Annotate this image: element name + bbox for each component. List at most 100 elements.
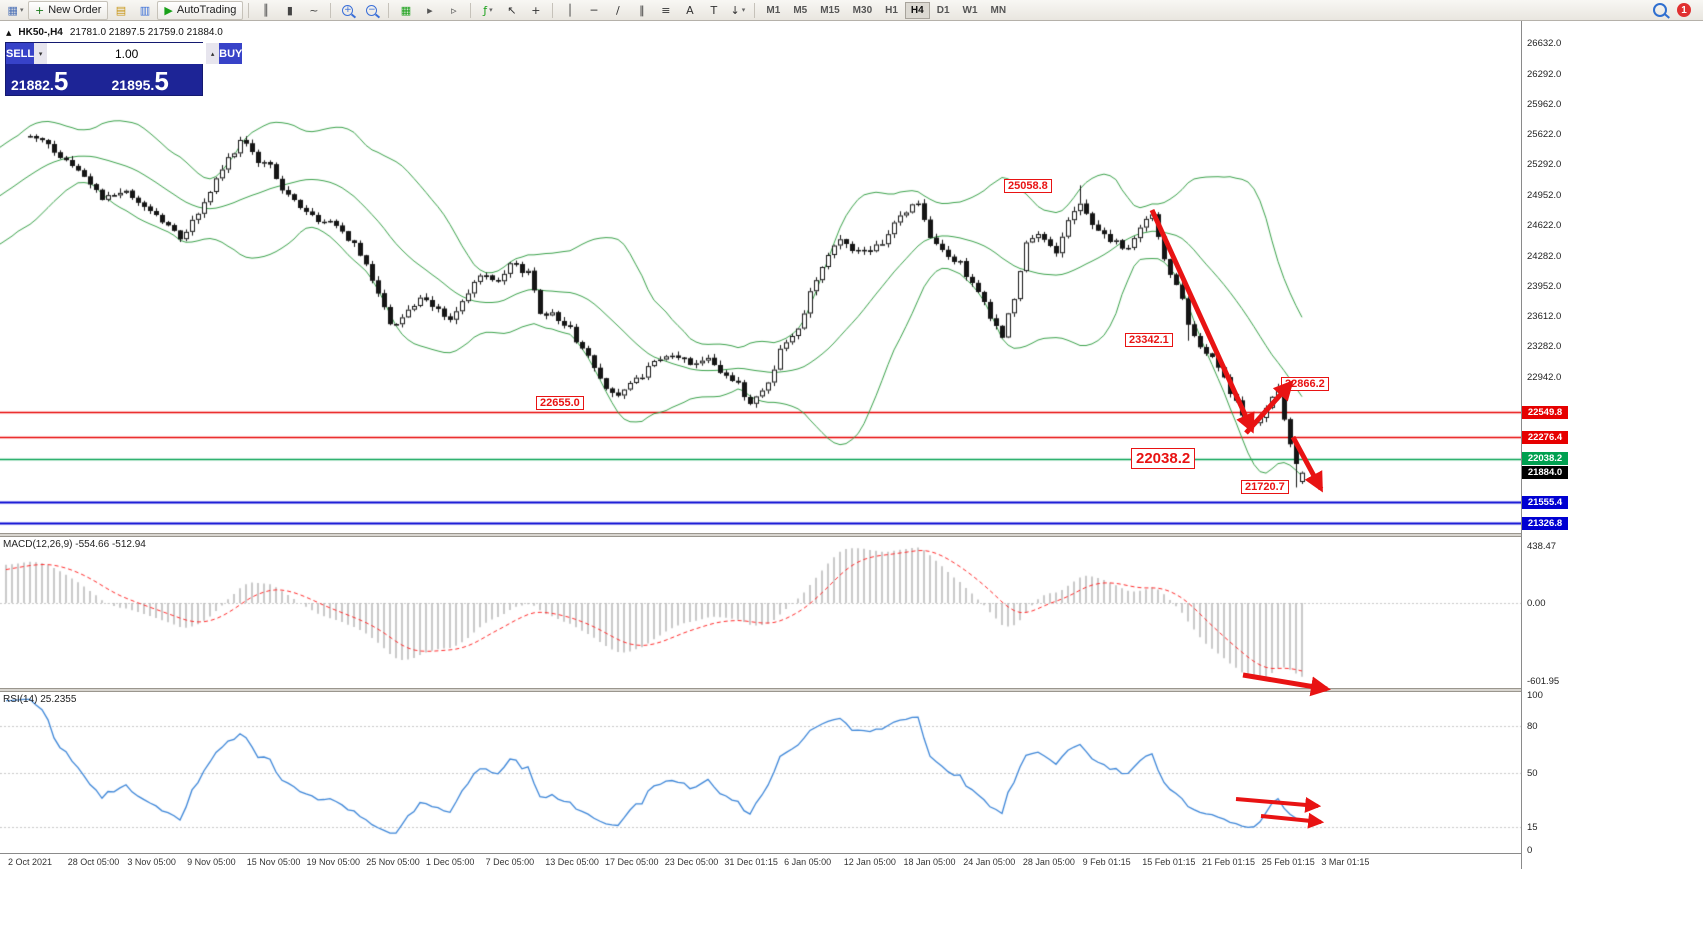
time-axis-label: 31 Dec 01:15 <box>724 857 778 867</box>
cursor-button[interactable]: ↖ <box>500 1 523 20</box>
indicators-button[interactable]: ƒ ▾ <box>476 1 499 20</box>
timeframe-m1[interactable]: M1 <box>766 4 781 16</box>
time-axis-label: 17 Dec 05:00 <box>605 857 659 867</box>
journal-icon: ▤ <box>115 3 127 17</box>
time-axis-label: 9 Feb 01:15 <box>1082 857 1131 867</box>
bid-ask-display: 21882. 5 21895. 5 <box>6 64 202 95</box>
market-watch-button[interactable]: ▥ <box>133 1 156 20</box>
text-label-button[interactable]: T <box>702 1 725 20</box>
toolbar-separator <box>470 2 472 18</box>
auto-scroll-button[interactable]: ▸ <box>418 1 441 20</box>
toolbar-separator <box>248 2 250 18</box>
price-axis-tick: 23952.0 <box>1527 280 1562 292</box>
new-chart-icon: ▦ <box>7 3 18 17</box>
chart-ohlc-header: ▲ HK50-,H4 21781.0 21897.5 21759.0 21884… <box>6 27 223 38</box>
toolbar-separator <box>388 2 390 18</box>
new-order-button-label: New Order <box>48 4 102 16</box>
symbol-period-label: HK50-,H4 <box>18 27 63 38</box>
new-chart-button[interactable]: ▦ ▾ <box>4 1 27 20</box>
volume-decrease-button[interactable]: ▾ <box>34 43 48 64</box>
horizontal-line-button[interactable]: ─ <box>582 1 605 20</box>
arrows-button[interactable]: ↓ ▾ <box>726 1 749 20</box>
price-axis-tick: 25622.0 <box>1527 129 1562 141</box>
rsi-axis-tick: 80 <box>1527 721 1538 732</box>
arrows-icon: ↓ <box>730 3 740 17</box>
toolbar-separator <box>552 2 554 18</box>
search-icon[interactable] <box>1653 3 1667 17</box>
chart-shift-icon: ▹ <box>451 3 457 17</box>
time-axis-label: 21 Feb 01:15 <box>1202 857 1256 867</box>
autotrading-button[interactable]: ▶ AutoTrading <box>157 0 244 20</box>
equidistant-channel-button[interactable]: ∥ <box>630 1 653 20</box>
price-level-label: 21326.8 <box>1522 516 1568 530</box>
timeframe-w1[interactable]: W1 <box>962 4 978 16</box>
dropdown-arrow-icon: ▾ <box>741 6 746 14</box>
time-axis-label: 19 Nov 05:00 <box>306 857 361 867</box>
new-order-button[interactable]: + New Order <box>28 0 109 20</box>
auto-scroll-icon: ▸ <box>427 3 433 17</box>
buy-button[interactable]: BUY <box>219 43 243 64</box>
price-level-label: 22038.2 <box>1522 452 1568 466</box>
timeframe-h4[interactable]: H4 <box>904 1 930 19</box>
market-watch-icon: ▥ <box>139 3 151 17</box>
equidistant-channel-icon: ∥ <box>639 3 645 17</box>
price-axis-tick: 26632.0 <box>1527 38 1562 49</box>
sell-price-main: 21882. <box>11 77 54 93</box>
zoom-in-icon: + <box>342 4 354 16</box>
notifications-badge[interactable]: 1 <box>1677 3 1691 17</box>
pane-splitter[interactable] <box>0 533 1703 537</box>
price-scale[interactable]: 26632.0 26292.0 25962.0 25622.0 25292.0 24952… <box>1521 21 1703 869</box>
journal-button[interactable]: ▤ <box>109 1 132 20</box>
toolbar-right: 1 <box>1653 3 1699 17</box>
trendline-button[interactable]: / <box>606 1 629 20</box>
buy-price-big-digit: 5 <box>154 66 169 96</box>
price-axis-tick: 24952.0 <box>1527 190 1562 202</box>
sell-button[interactable]: SELL <box>6 43 35 64</box>
timeframe-h1[interactable]: H1 <box>885 4 898 16</box>
timeframe-m30[interactable]: M30 <box>852 4 873 16</box>
one-click-collapse-icon[interactable]: ▲ <box>6 28 12 37</box>
zoom-out-button[interactable]: − <box>360 1 383 20</box>
candlestick-chart-button[interactable]: ▮ <box>278 1 301 20</box>
crosshair-button[interactable]: + <box>524 1 547 20</box>
toolbar: ▦ ▾ + New Order ▤ ▥ ▶ AutoTrading ║ ▮ ~ + − ▦ ▸ ▹ ƒ ▾ ↖ + │ ─… <box>0 0 1703 21</box>
bar-chart-button[interactable]: ║ <box>254 1 277 20</box>
volume-input[interactable] <box>47 43 207 64</box>
buy-price: 21895. 5 <box>102 64 203 95</box>
text-button[interactable]: A <box>678 1 701 20</box>
tile-windows-button[interactable]: ▦ <box>394 1 417 20</box>
rsi-axis-tick: 15 <box>1527 821 1538 833</box>
timeframe-mn[interactable]: MN <box>990 4 1007 16</box>
rsi-axis-tick: 50 <box>1527 767 1538 779</box>
price-axis-tick: 22942.0 <box>1527 371 1562 383</box>
chart-shift-button[interactable]: ▹ <box>442 1 465 20</box>
macd-axis-tick: -601.95 <box>1527 676 1560 688</box>
vertical-line-button[interactable]: │ <box>558 1 581 20</box>
timeframe-m15[interactable]: M15 <box>820 4 840 16</box>
buy-price-main: 21895. <box>111 77 155 93</box>
price-axis-tick: 26292.0 <box>1527 68 1562 80</box>
volume-increase-button[interactable]: ▴ <box>206 43 220 64</box>
dropdown-arrow-icon: ▾ <box>19 6 24 14</box>
text-label-icon: T <box>710 3 718 17</box>
fibonacci-button[interactable]: ≡ <box>654 1 677 20</box>
time-axis-label: 9 Nov 05:00 <box>187 857 236 867</box>
cursor-icon: ↖ <box>507 3 517 17</box>
price-axis-tick: 23612.0 <box>1527 311 1562 323</box>
time-axis-label: 25 Nov 05:00 <box>366 857 420 867</box>
time-axis-label: 6 Jan 05:00 <box>784 857 832 867</box>
price-level-label: 21884.0 <box>1522 466 1568 480</box>
timeframe-m5[interactable]: M5 <box>793 4 808 16</box>
pane-splitter[interactable] <box>0 688 1703 692</box>
price-axis-tick: 25292.0 <box>1527 159 1562 171</box>
timeframe-d1[interactable]: D1 <box>936 4 950 16</box>
time-axis-label: 18 Jan 05:00 <box>903 857 956 867</box>
time-axis[interactable]: 2 Oct 2021 28 Oct 05:00 3 Nov 05:00 9 Nov 0… <box>0 853 1703 870</box>
vertical-line-icon: │ <box>566 3 574 17</box>
time-axis-label: 28 Jan 05:00 <box>1022 857 1075 867</box>
zoom-in-button[interactable]: + <box>336 1 359 20</box>
line-chart-button[interactable]: ~ <box>302 1 325 20</box>
sell-price-big-digit: 5 <box>53 66 69 96</box>
time-axis-label: 1 Dec 05:00 <box>425 857 475 867</box>
